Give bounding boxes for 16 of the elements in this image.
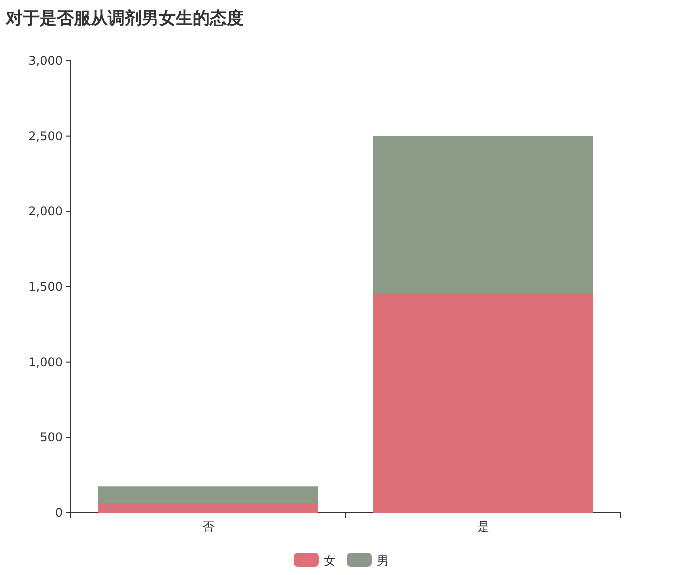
y-tick-label: 0 [55, 506, 63, 520]
bar [98, 486, 318, 504]
x-tick-label: 是 [478, 520, 490, 534]
y-tick-label: 2,000 [28, 204, 63, 219]
legend-label: 女 [324, 554, 336, 568]
y-tick-label: 500 [40, 430, 63, 445]
bar [374, 136, 594, 294]
legend-label: 男 [377, 554, 389, 568]
bar [98, 503, 318, 513]
y-tick-label: 1,500 [28, 280, 63, 294]
chart-title: 对于是否服从调剂男女生的态度 [5, 9, 244, 29]
x-tick-label: 否 [202, 520, 214, 534]
bar [374, 293, 594, 513]
y-tick-label: 3,000 [28, 54, 63, 68]
y-tick-label: 2,500 [28, 129, 63, 144]
y-tick-label: 1,000 [28, 355, 63, 370]
